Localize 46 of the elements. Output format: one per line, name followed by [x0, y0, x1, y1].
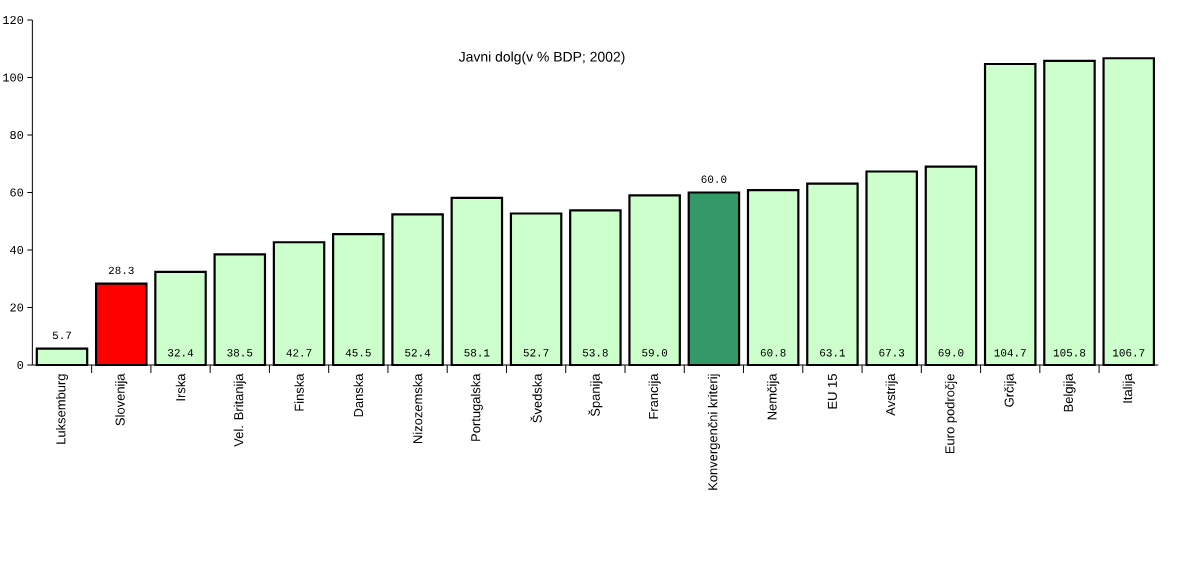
- data-label: 45.5: [345, 349, 371, 357]
- x-tick-label: EU 15: [827, 374, 837, 409]
- x-tick-label: Belgija: [1063, 373, 1076, 412]
- x-tick-label: Švedska: [530, 373, 542, 423]
- x-tick-label: Irska: [175, 373, 186, 401]
- y-tick-label: 0: [17, 360, 24, 370]
- data-label: 105.8: [1053, 349, 1086, 357]
- y-tick-label: 100: [3, 73, 24, 82]
- x-tick-label: Avstrija: [885, 373, 898, 416]
- data-label: 69.0: [938, 349, 964, 357]
- y-tick-label: 40: [10, 245, 24, 255]
- data-label: 52.7: [523, 349, 549, 357]
- data-label: 106.7: [1113, 349, 1145, 357]
- data-label: 52.4: [405, 349, 431, 357]
- data-label: 42.7: [286, 349, 312, 357]
- x-tick-label: Nemčija: [767, 373, 780, 420]
- text: Javni dolg(v % BDP; 2002): [458, 51, 625, 65]
- data-label: 59.0: [642, 349, 668, 357]
- x-tick-label: Luksemburg: [55, 374, 69, 444]
- data-label: 60.0: [701, 175, 727, 183]
- data-label: 53.8: [582, 349, 608, 357]
- x-tick-label: Italija: [1122, 373, 1135, 403]
- x-tick-label: Vel. Britanija: [233, 373, 246, 447]
- y-tick-label: 80: [10, 130, 24, 140]
- y-tick-label: 120: [3, 15, 24, 25]
- data-label: 28.3: [108, 266, 134, 275]
- x-tick-label: Slovenija: [115, 373, 128, 426]
- data-label: 58.1: [464, 349, 490, 357]
- x-tick-label: Euro področje: [944, 374, 958, 454]
- data-label: 38.5: [227, 349, 253, 357]
- x-tick-label: Finska: [294, 373, 304, 411]
- y-tick-label: 20: [10, 303, 24, 312]
- data-label: 32.4: [168, 349, 194, 357]
- x-tick-label: Portugalska: [470, 373, 483, 441]
- data-label: 104.7: [994, 349, 1026, 357]
- y-tick-label: 60: [10, 188, 24, 197]
- data-label: 5.7: [52, 331, 71, 340]
- data-label: 63.1: [820, 349, 846, 357]
- x-tick-label: Francija: [648, 373, 661, 419]
- data-label: 60.8: [760, 349, 786, 357]
- data-label: 67.3: [879, 349, 905, 357]
- x-tick-label: Konvergenčni kriterij: [707, 374, 720, 490]
- x-tick-label: Nizozemska: [412, 373, 423, 443]
- x-tick-label: Danska: [353, 373, 364, 417]
- x-tick-label: Španija: [588, 373, 603, 417]
- x-tick-label: Grčija: [1004, 373, 1017, 407]
